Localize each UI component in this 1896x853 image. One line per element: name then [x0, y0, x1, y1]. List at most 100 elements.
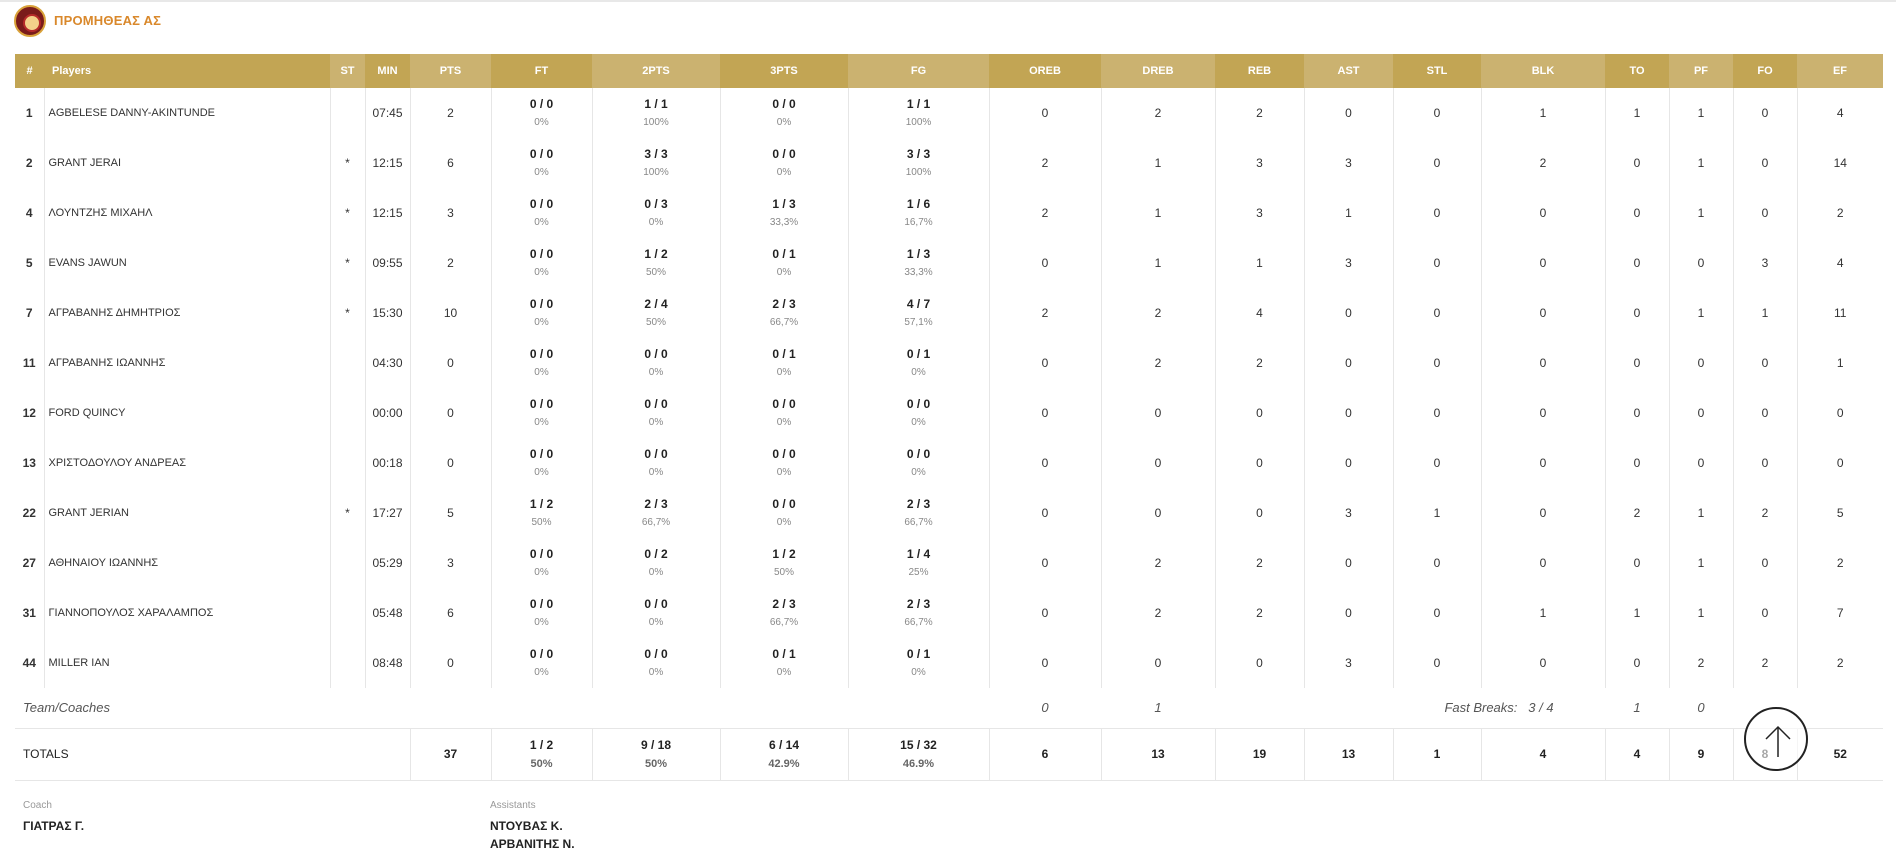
player-2pts: 2 / 3 66,7%: [592, 488, 721, 538]
player-name[interactable]: FORD QUINCY: [44, 388, 331, 438]
player-number: 12: [15, 388, 45, 438]
player-name[interactable]: GRANT JERAI: [44, 138, 331, 188]
player-points: 0: [410, 638, 492, 688]
player-ft: 0 / 0 0%: [491, 438, 593, 488]
player-pf: 2: [1669, 638, 1734, 688]
player-2pts-made: 1 / 1: [644, 97, 668, 111]
player-points: 6: [410, 588, 492, 638]
team-name[interactable]: ΠΡΟΜΗΘΕΑΣ ΑΣ: [54, 13, 162, 28]
player-pf: 1: [1669, 188, 1734, 238]
player-ft: 0 / 0 0%: [491, 588, 593, 638]
player-name[interactable]: ΛΟΥΝΤΖΗΣ ΜΙΧΑΗΛ: [44, 188, 331, 238]
player-starter: [330, 388, 366, 438]
scroll-to-top-button[interactable]: [1744, 707, 1808, 771]
player-2pts-pct: 50%: [645, 267, 666, 278]
team-dreb: 1: [1154, 700, 1162, 716]
totals-fg-made: 15 / 32: [900, 738, 937, 752]
player-stl: 0: [1393, 638, 1482, 688]
player-ft-pct: 0%: [534, 267, 549, 278]
player-ef: 2: [1836, 656, 1844, 670]
player-name[interactable]: ΧΡΙΣΤΟΔΟΥΛΟΥ ΑΝΔΡΕΑΣ: [44, 438, 331, 488]
player-number: 1: [15, 88, 45, 138]
player-reb: 4: [1215, 288, 1305, 338]
fast-breaks-value: 3 / 4: [1528, 700, 1554, 716]
player-2pts: 0 / 0 0%: [592, 388, 721, 438]
player-ft-pct: 0%: [534, 467, 549, 478]
player-name[interactable]: ΑΘΗΝΑΙΟΥ ΙΩΑΝΝΗΣ: [44, 538, 331, 588]
player-name[interactable]: ΑΓΡΑΒΑΝΗΣ ΙΩΑΝΝΗΣ: [44, 338, 331, 388]
player-ast: 0: [1304, 438, 1394, 488]
totals-2pts-made: 9 / 18: [640, 738, 672, 752]
player-fg-made: 1 / 6: [906, 197, 931, 211]
player-stl: 0: [1393, 88, 1482, 138]
player-name[interactable]: ΑΓΡΑΒΑΝΗΣ ΔΗΜΗΤΡΙΟΣ: [44, 288, 331, 338]
player-minutes: 17:27: [365, 488, 411, 538]
player-2pts-pct: 0%: [648, 417, 664, 428]
player-blk: 0: [1481, 238, 1606, 288]
col-header-dreb: DREB: [1101, 54, 1215, 88]
col-header-players: Players: [44, 54, 330, 88]
player-dreb: 2: [1101, 538, 1216, 588]
col-header-num: #: [15, 54, 44, 88]
player-fg: 0 / 0 0%: [848, 388, 990, 438]
totals-3pts-made: 6 / 14: [768, 738, 800, 752]
player-minutes: 07:45: [365, 88, 411, 138]
player-to: 1: [1605, 588, 1670, 638]
player-minutes: 12:15: [365, 188, 411, 238]
player-3pts: 0 / 0 0%: [720, 388, 849, 438]
player-3pts: 0 / 1 0%: [720, 638, 849, 688]
player-3pts-made: 0 / 0: [772, 97, 796, 111]
player-oreb: 0: [989, 438, 1102, 488]
player-dreb: 2: [1101, 588, 1216, 638]
player-2pts: 3 / 3 100%: [592, 138, 721, 188]
player-3pts-made: 2 / 3: [772, 597, 796, 611]
player-ft-made: 0 / 0: [529, 397, 554, 411]
player-fg: 2 / 3 66,7%: [848, 588, 990, 638]
player-oreb: 0: [989, 538, 1102, 588]
assistants-label: Assistants: [490, 800, 536, 811]
player-2pts-made: 1 / 2: [644, 247, 668, 261]
player-minutes: 15:30: [365, 288, 411, 338]
player-reb: 3: [1215, 138, 1305, 188]
player-ft: 0 / 0 0%: [491, 538, 593, 588]
table-row: 1 AGBELESE DANNY-AKINTUNDE 07:45 2 0 / 0 0% 1 …: [15, 88, 1883, 138]
player-2pts-pct: 0%: [648, 667, 664, 678]
player-name[interactable]: ΓΙΑΝΝΟΠΟΥΛΟΣ ΧΑΡΑΛΑΜΠΟΣ: [44, 588, 331, 638]
player-minutes: 08:48: [365, 638, 411, 688]
player-name[interactable]: EVANS JAWUN: [44, 238, 331, 288]
player-fg-pct: 25%: [908, 567, 929, 578]
player-ef: 1: [1836, 356, 1844, 370]
player-3pts: 1 / 2 50%: [720, 538, 849, 588]
player-2pts-made: 0 / 0: [644, 447, 668, 461]
player-3pts-made: 0 / 0: [772, 397, 796, 411]
player-name[interactable]: MILLER IAN: [44, 638, 331, 688]
player-2pts: 1 / 1 100%: [592, 88, 721, 138]
player-ft-made: 0 / 0: [529, 597, 554, 611]
player-oreb: 0: [989, 88, 1102, 138]
fast-breaks: Fast Breaks: 3 / 4: [1393, 688, 1605, 728]
player-to: 0: [1605, 138, 1670, 188]
player-points: 3: [410, 188, 492, 238]
player-name[interactable]: AGBELESE DANNY-AKINTUNDE: [44, 88, 331, 138]
totals-fg: 15 / 32 46.9%: [848, 727, 990, 781]
player-name[interactable]: GRANT JERIAN: [44, 488, 331, 538]
player-2pts: 2 / 4 50%: [592, 288, 721, 338]
player-2pts-made: 0 / 2: [644, 547, 668, 561]
player-minutes: 09:55: [365, 238, 411, 288]
player-ft-made: 0 / 0: [529, 197, 554, 211]
player-oreb: 0: [989, 638, 1102, 688]
player-ft-pct: 0%: [534, 317, 549, 328]
player-stl: 1: [1393, 488, 1482, 538]
player-stl: 0: [1393, 288, 1482, 338]
player-blk: 1: [1481, 88, 1606, 138]
player-2pts-made: 0 / 0: [644, 597, 668, 611]
player-3pts-pct: 0%: [776, 367, 792, 378]
player-oreb: 0: [989, 238, 1102, 288]
player-ef: 0: [1836, 456, 1844, 470]
player-2pts-made: 0 / 0: [644, 397, 668, 411]
player-fo: 0: [1733, 188, 1798, 238]
col-header-ast: AST: [1304, 54, 1393, 88]
player-oreb: 2: [989, 288, 1102, 338]
player-blk: 0: [1481, 488, 1606, 538]
